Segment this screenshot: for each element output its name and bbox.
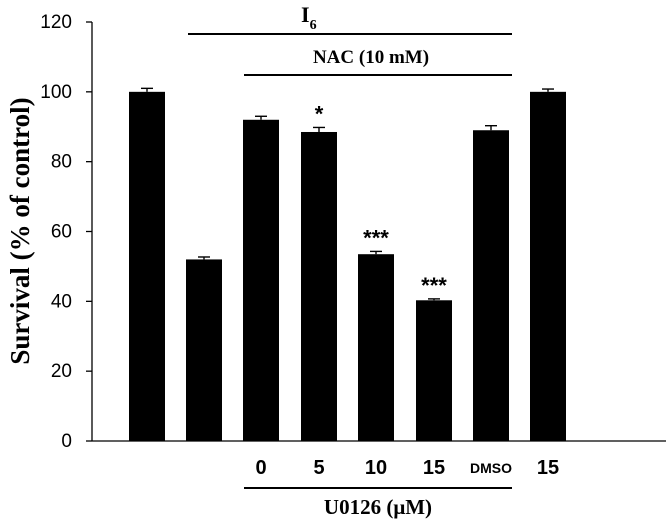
x-tick-label: 10	[365, 457, 387, 479]
bar	[129, 91, 165, 441]
y-ticks: 0 20 40 60 80 100 120	[40, 12, 92, 452]
y-tick-label: 60	[51, 222, 72, 243]
y-tick-label: 0	[61, 431, 72, 452]
y-tick-label: 120	[40, 12, 72, 33]
y-tick-label: 20	[51, 361, 72, 382]
x-tick-label: 0	[255, 457, 266, 479]
x-tick-label: 15	[537, 457, 559, 479]
bar	[301, 131, 337, 442]
nac-label: NAC (10 mM)	[313, 47, 429, 68]
bar	[243, 119, 279, 442]
i6-label-subscript: 6	[310, 18, 317, 33]
bars: 0 * 5 *** 10 *** 15 DMSO 15	[129, 87, 566, 479]
x-tick-label: DMSO	[470, 460, 512, 476]
significance-marker: ***	[421, 273, 447, 298]
u0126-label: U0126 (μM)	[324, 495, 432, 519]
bar	[416, 300, 452, 441]
y-axis-title: Survival (% of control)	[5, 97, 35, 364]
bar	[530, 91, 566, 441]
bar	[186, 259, 222, 441]
i6-label: I6	[301, 2, 317, 33]
significance-marker: ***	[363, 225, 389, 250]
bar	[473, 130, 509, 441]
y-tick-label: 100	[40, 82, 72, 103]
significance-marker: *	[315, 101, 324, 126]
x-tick-label: 15	[423, 457, 445, 479]
y-tick-label: 80	[51, 152, 72, 173]
bar	[358, 254, 394, 441]
i6-label-main: I	[301, 2, 310, 27]
y-tick-label: 40	[51, 291, 72, 312]
x-tick-label: 5	[313, 457, 324, 479]
